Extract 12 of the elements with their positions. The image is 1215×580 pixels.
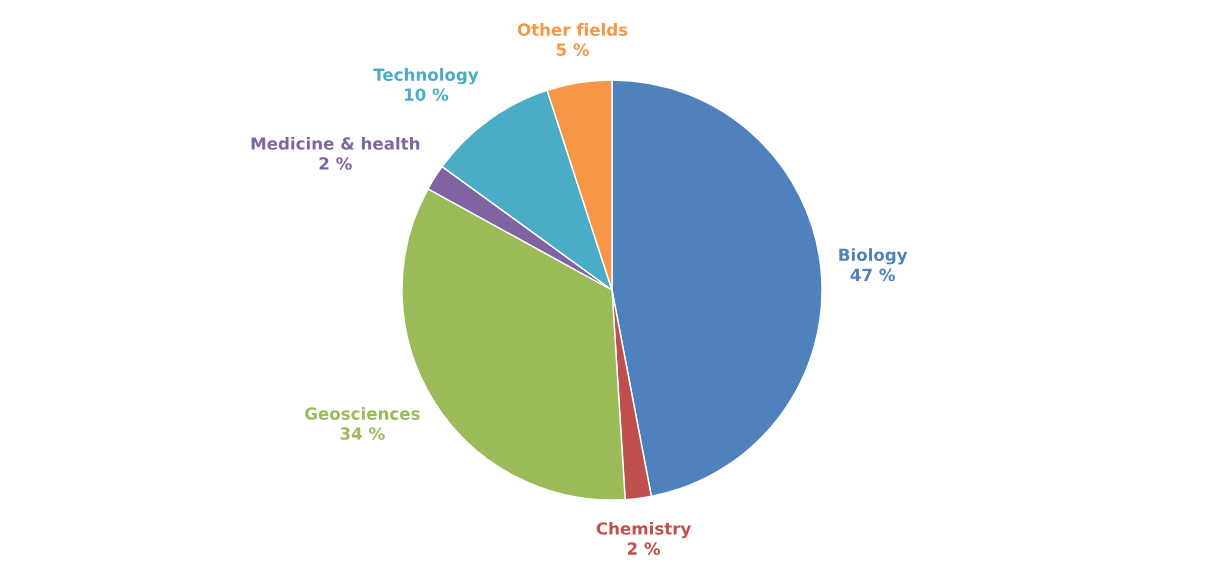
slice-label: Geosciences: [305, 407, 420, 420]
data-label: 2 %: [627, 542, 661, 555]
data-label: 5 %: [556, 43, 590, 56]
slice-label: Biology: [839, 248, 908, 265]
data-label: 10 %: [404, 88, 449, 101]
data-label: 47 %: [850, 268, 896, 282]
slice-label: Technology: [373, 68, 479, 85]
slice-label: Chemistry: [596, 521, 692, 539]
slice-label: Medicine & health: [251, 136, 420, 150]
slice-label: Other fields: [517, 23, 628, 36]
data-label: 34 %: [340, 427, 385, 440]
data-label: 2 %: [319, 157, 352, 170]
